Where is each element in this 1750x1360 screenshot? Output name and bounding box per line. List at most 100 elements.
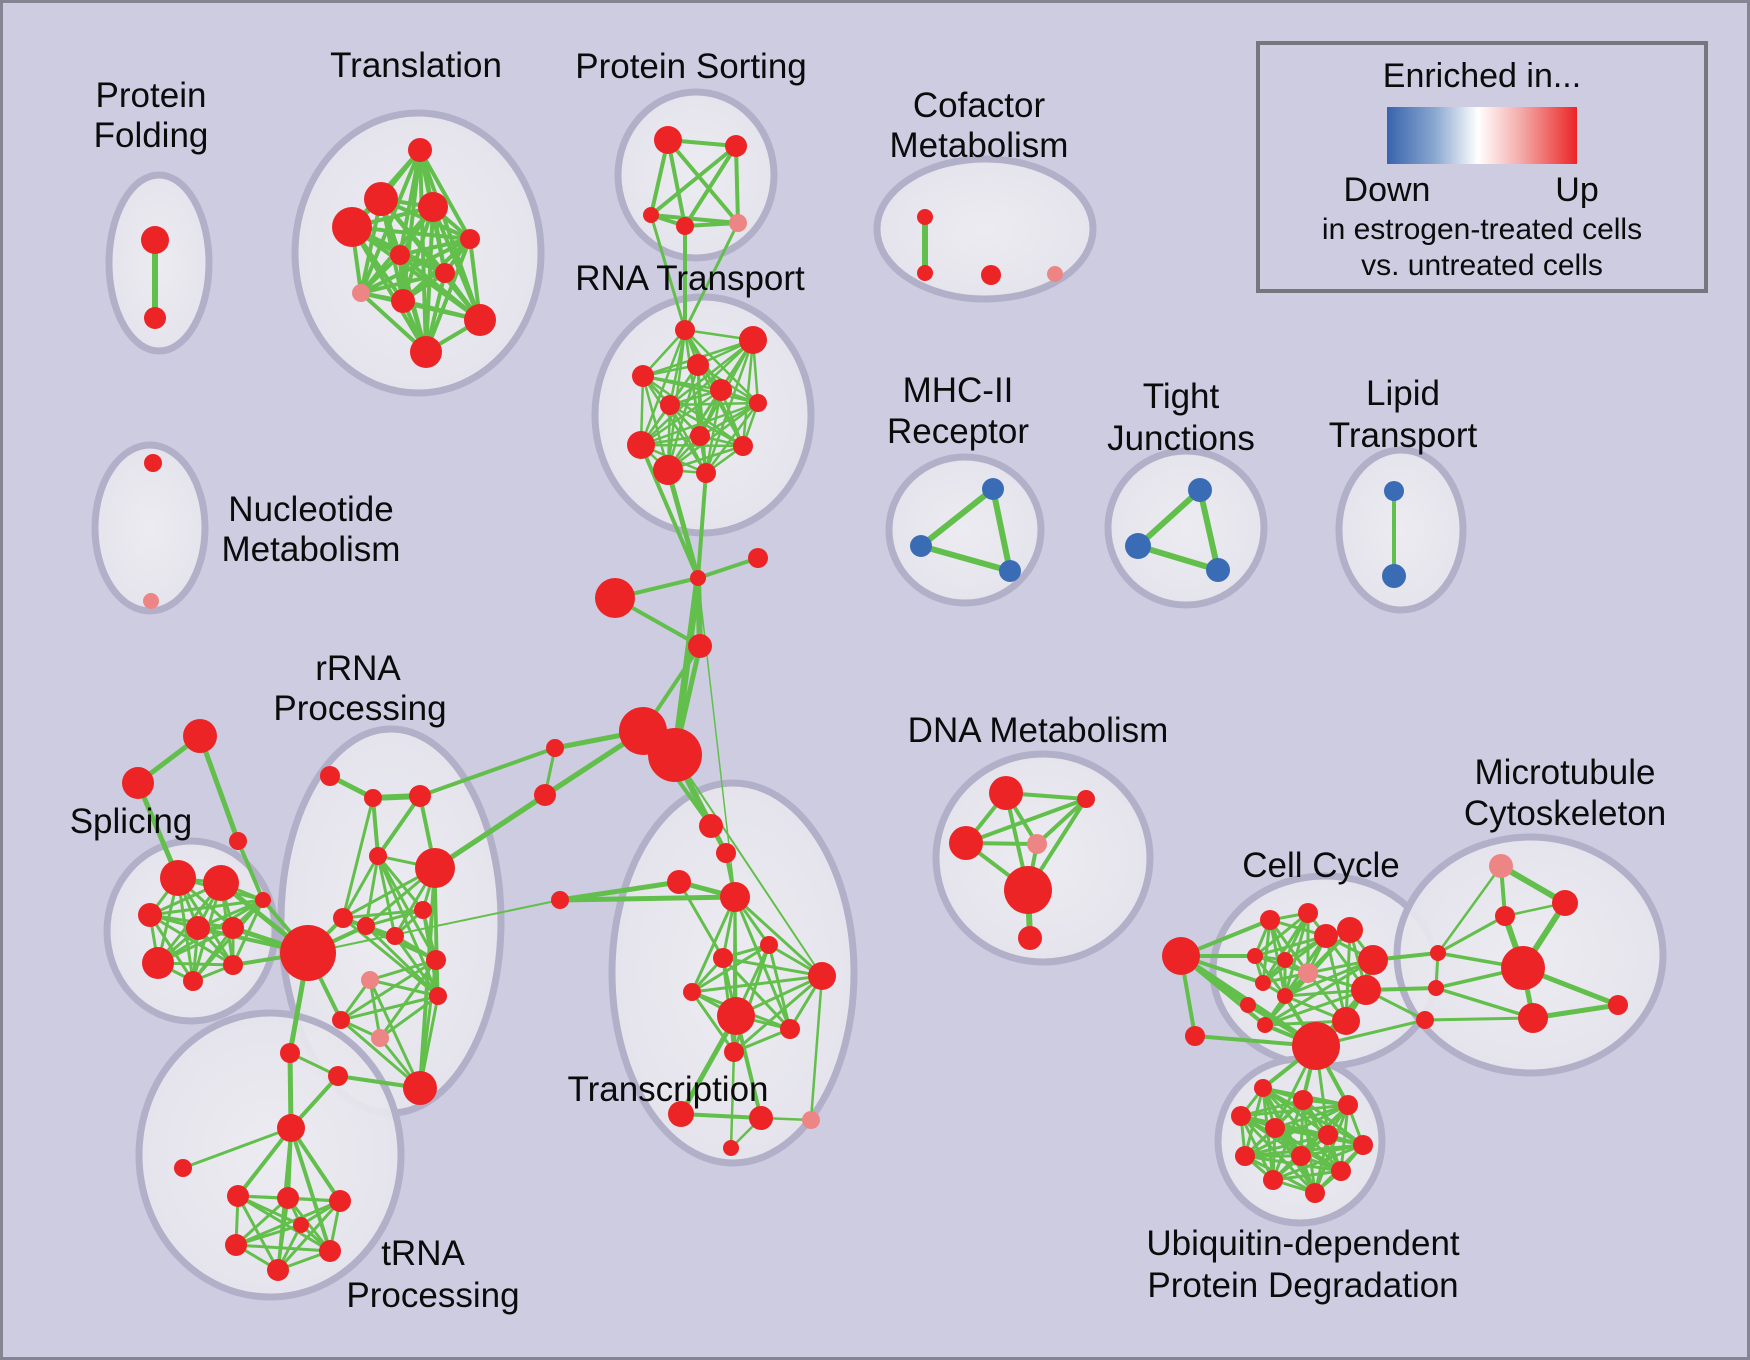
node-cf4 <box>1047 266 1063 282</box>
node-cc1 <box>1260 910 1280 930</box>
node-ub3 <box>1338 1095 1358 1115</box>
node-spt3 <box>229 832 247 850</box>
node-cc_big <box>1292 1022 1340 1070</box>
cluster-label-translation-line1: Translation <box>330 46 502 85</box>
edge-m1-m2 <box>918 486 996 549</box>
edge-tj2-tj3 <box>1135 543 1221 573</box>
node-ps2 <box>725 135 747 157</box>
node-tj1 <box>1188 478 1212 502</box>
edge-cn7-t4 <box>557 894 738 903</box>
edge-rt2-rt10 <box>741 338 755 448</box>
node-t15 <box>723 1140 739 1156</box>
cluster-ellipse-mhc-ii-receptor <box>885 453 1045 607</box>
edge-tr4-tr11 <box>350 225 428 354</box>
edge-hub_l-cn7 <box>307 899 561 954</box>
cluster-ellipse-protein-folding <box>105 171 213 355</box>
edge-t12-t13 <box>679 1112 763 1120</box>
node-nm1 <box>144 454 162 472</box>
node-dm1 <box>989 776 1023 810</box>
edge-dm2-dm3 <box>964 797 1088 845</box>
edge-cn7-t3 <box>557 879 682 903</box>
edge-tr1-tr5 <box>418 148 472 241</box>
edge-rr3-rr4 <box>376 794 422 858</box>
edge-t4-t7 <box>733 895 824 978</box>
node-tn6 <box>319 1240 341 1262</box>
edge-m1-m3 <box>990 486 1013 574</box>
edge-ub2-ub4 <box>1239 1098 1305 1118</box>
node-ub4 <box>1231 1106 1251 1126</box>
edge-t5-t7 <box>721 956 824 978</box>
edge-rc2-mt4 <box>1434 986 1535 1020</box>
node-rt11 <box>653 455 683 485</box>
edge-ps2-ps5 <box>734 144 740 225</box>
legend-box: Enriched in... Down Up in estrogen-treat… <box>1256 41 1708 293</box>
node-ps3 <box>643 207 659 223</box>
edge-rr4-rr6 <box>341 854 380 920</box>
edge-rt6-rt7 <box>668 401 760 407</box>
edge-ps2-ps3 <box>649 144 738 217</box>
edge-rr11-rr14 <box>368 978 422 1090</box>
edge-rt4-rt10 <box>641 374 745 448</box>
edge-rt4-rt7 <box>641 374 760 405</box>
node-cc13 <box>1257 1017 1273 1033</box>
cluster-label-trna-processing-line2: Processing <box>346 1276 519 1315</box>
node-tn2 <box>227 1185 249 1207</box>
node-rt1 <box>675 320 695 340</box>
edge-rt9-rt10 <box>639 443 745 448</box>
edge-rt2-rt12 <box>704 338 755 475</box>
edge-t7-t11 <box>732 974 824 1054</box>
edge-tj1-tj2 <box>1135 487 1203 549</box>
node-t5 <box>713 948 733 968</box>
node-mt_big <box>1501 946 1545 990</box>
node-cn6 <box>534 784 556 806</box>
node-pf2 <box>144 307 166 329</box>
edge-tr3-tr10 <box>431 205 482 322</box>
cluster-label-nucleotide-metabolism-line1: Nucleotide <box>228 490 393 529</box>
edge-spt1-spt3 <box>197 733 241 844</box>
cluster-label-mhc-ii-receptor-line1: MHC-II <box>903 371 1014 410</box>
legend-subtitle-line2: vs. untreated cells <box>1361 249 1603 282</box>
edge-t11-t15 <box>729 1050 736 1150</box>
node-tr8 <box>352 284 370 302</box>
cluster-label-protein-folding-line2: Folding <box>94 116 209 155</box>
node-ub9 <box>1291 1146 1311 1166</box>
node-dm2 <box>1077 790 1095 808</box>
node-tj2 <box>1125 533 1151 559</box>
node-tr4 <box>332 207 372 247</box>
node-sp6 <box>142 947 174 979</box>
edge-rc1-mt1 <box>1436 864 1503 955</box>
node-sp9 <box>255 892 271 908</box>
edge-cc3-cc5 <box>1253 934 1328 958</box>
node-rr8 <box>386 927 404 945</box>
node-mt4 <box>1518 1003 1548 1033</box>
edge-tn3-tn6 <box>286 1196 332 1253</box>
edge-rr13-rr15 <box>378 994 440 1040</box>
node-tn1 <box>174 1159 192 1177</box>
legend-up-label: Up <box>1555 171 1599 209</box>
edge-tn_hub-tn2 <box>236 1126 293 1198</box>
cluster-label-cofactor-metabolism-line1: Cofactor <box>913 86 1046 125</box>
legend-title: Enriched in... <box>1382 57 1582 95</box>
edge-ps1-ps5 <box>666 138 740 225</box>
edge-m2-m3 <box>918 543 1013 574</box>
node-t3 <box>667 870 691 894</box>
node-tr7 <box>435 263 455 283</box>
node-sp7 <box>183 971 203 991</box>
cluster-ellipse-tight-junctions <box>1104 447 1268 609</box>
cluster-label-lipid-transport-line1: Lipid <box>1366 374 1440 413</box>
edge-sp3-sp8 <box>148 913 235 967</box>
node-mid1 <box>280 1043 300 1063</box>
node-cn1 <box>690 570 706 586</box>
edge-cn5-rr3 <box>418 746 557 798</box>
node-ub5 <box>1265 1118 1285 1138</box>
cluster-label-rna-transport-line1: RNA Transport <box>575 259 805 298</box>
node-rt4 <box>632 365 654 387</box>
node-mt2 <box>1552 890 1578 916</box>
edge-ub10-ub11 <box>1271 1169 1343 1182</box>
node-dm4 <box>1027 834 1047 854</box>
node-tr11 <box>410 336 442 368</box>
node-cn7 <box>551 891 569 909</box>
node-rr6 <box>333 908 353 928</box>
node-cc10 <box>1351 975 1381 1005</box>
